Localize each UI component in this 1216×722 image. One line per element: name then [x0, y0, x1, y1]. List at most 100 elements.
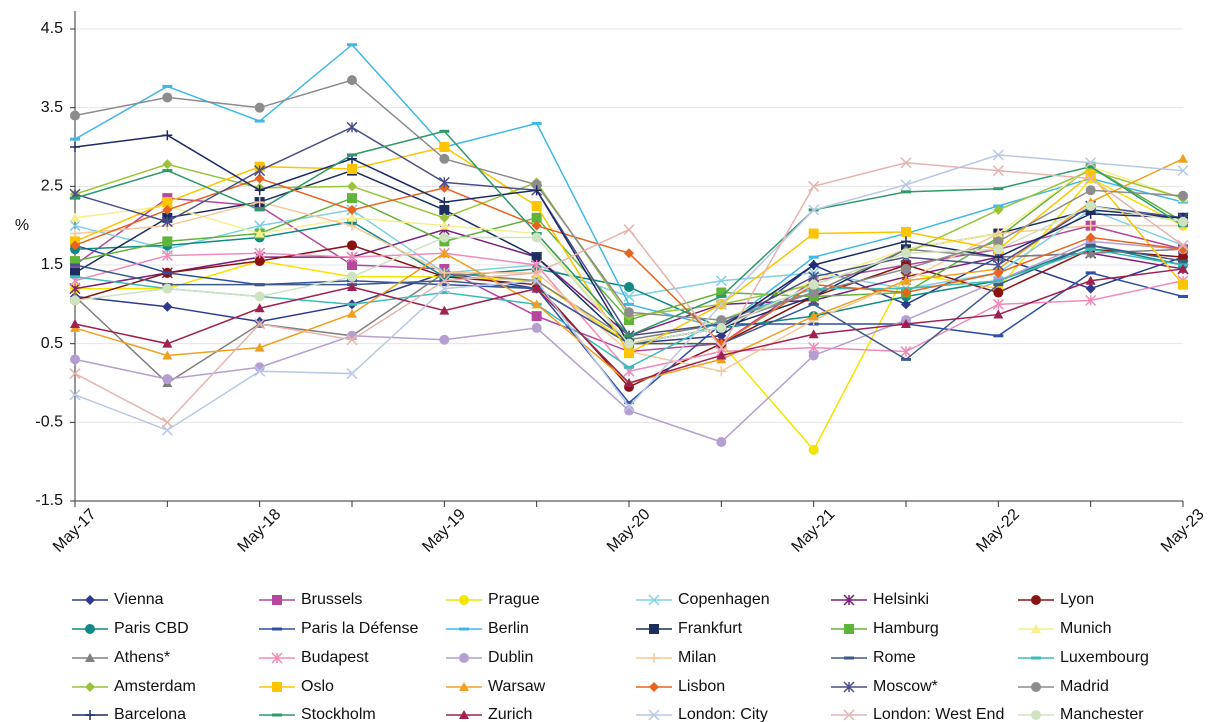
marker: [648, 709, 660, 721]
marker: [531, 311, 542, 322]
marker: [900, 179, 912, 191]
marker: [346, 251, 358, 263]
marker: [438, 275, 450, 287]
marker: [85, 710, 95, 720]
marker: [347, 302, 357, 306]
marker: [993, 244, 1004, 255]
marker: [70, 240, 80, 251]
marker: [254, 362, 265, 373]
marker: [716, 350, 727, 360]
y-tick-label: 2.5: [41, 178, 63, 195]
marker: [715, 275, 727, 287]
marker: [901, 236, 911, 247]
x-tick-label: May-17: [50, 506, 100, 556]
marker: [808, 302, 819, 306]
legend-label: Milan: [678, 649, 716, 666]
marker: [993, 267, 1004, 278]
marker: [162, 374, 173, 385]
marker: [439, 197, 450, 208]
marker: [624, 307, 634, 318]
x-tick-label: May-23: [1158, 506, 1208, 556]
marker: [162, 204, 173, 215]
marker: [1085, 169, 1096, 180]
marker: [844, 624, 854, 634]
marker: [808, 311, 819, 321]
legend-label: London: City: [678, 706, 768, 722]
y-tick-label: 4.5: [41, 20, 63, 37]
x-tick-label: May-20: [604, 506, 654, 556]
legend-label: Stockholm: [301, 706, 376, 722]
marker: [69, 220, 81, 232]
marker: [844, 656, 854, 660]
marker: [254, 228, 265, 238]
y-axis-label: %: [15, 217, 29, 234]
marker: [162, 197, 173, 208]
marker: [1031, 624, 1041, 633]
marker: [649, 653, 659, 663]
marker: [439, 220, 450, 230]
y-tick-label: -1.5: [35, 492, 63, 509]
marker: [254, 197, 265, 208]
legend-label: Copenhagen: [678, 591, 770, 608]
marker: [439, 153, 450, 164]
marker: [1085, 248, 1096, 258]
marker: [272, 595, 282, 605]
marker: [161, 216, 173, 228]
marker: [993, 279, 1004, 283]
marker: [1178, 244, 1188, 255]
legend-label: Manchester: [1060, 706, 1144, 722]
marker: [531, 299, 542, 309]
marker: [70, 319, 80, 328]
marker: [901, 357, 911, 361]
marker: [70, 137, 80, 141]
marker: [624, 348, 634, 359]
legend-label: Barcelona: [114, 706, 186, 722]
marker: [808, 329, 819, 339]
marker: [439, 283, 450, 287]
legend-label: Budapest: [301, 649, 369, 666]
marker: [85, 682, 95, 692]
marker: [162, 159, 173, 170]
marker: [1085, 271, 1096, 275]
x-tick-label: May-19: [419, 506, 469, 556]
marker: [347, 193, 357, 204]
marker: [1177, 239, 1189, 251]
marker: [70, 256, 80, 267]
marker: [254, 119, 265, 123]
marker: [70, 110, 80, 121]
marker: [1178, 216, 1188, 227]
marker: [162, 283, 173, 294]
marker: [439, 142, 450, 152]
marker: [254, 283, 265, 287]
legend-label: Madrid: [1060, 678, 1109, 695]
marker: [716, 294, 727, 298]
marker: [1085, 283, 1096, 294]
marker: [624, 405, 634, 416]
y-tick-label: 1.5: [41, 256, 63, 273]
legend-label: Paris la Défense: [301, 620, 418, 637]
marker: [347, 181, 357, 192]
x-tick-label: May-18: [235, 506, 285, 556]
x-tick-label: May-21: [789, 506, 839, 556]
marker: [901, 248, 911, 259]
marker: [347, 271, 357, 282]
marker: [254, 165, 266, 177]
marker: [1085, 294, 1097, 306]
marker: [1085, 157, 1097, 169]
marker: [993, 236, 1004, 247]
marker: [439, 334, 450, 345]
marker: [272, 682, 282, 692]
marker: [843, 681, 855, 693]
legend-label: Luxembourg: [1060, 649, 1149, 666]
marker: [161, 424, 173, 436]
marker: [901, 263, 911, 274]
marker: [623, 290, 635, 302]
marker: [347, 164, 357, 175]
marker: [347, 75, 357, 86]
marker: [716, 322, 727, 333]
marker: [70, 295, 80, 306]
marker: [459, 653, 469, 663]
marker: [624, 338, 634, 349]
marker: [70, 212, 80, 222]
legend-label: Paris CBD: [114, 620, 189, 637]
